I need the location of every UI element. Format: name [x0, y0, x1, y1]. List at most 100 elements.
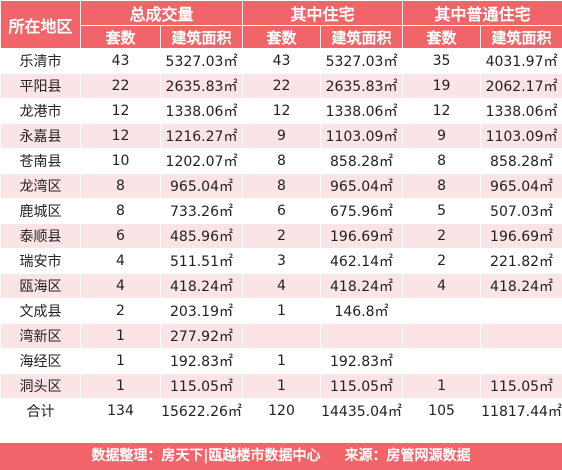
residential-area-cell: 418.24㎡	[320, 273, 404, 299]
total-area-cell: 511.51㎡	[159, 248, 244, 274]
total-units-cell: 134	[80, 398, 161, 423]
ordinary-units-cell: 105	[402, 398, 482, 423]
residential-area-cell	[320, 323, 404, 349]
table-row: 永嘉县 12 1216.27㎡ 9 1103.09㎡ 9 1103.09㎡	[0, 123, 562, 149]
table-row: 乐清市 43 5327.03㎡ 43 5327.03㎡ 35 4031.97㎡	[0, 48, 562, 74]
region-header: 所在地区	[0, 0, 81, 49]
region-cell: 乐清市	[0, 48, 81, 74]
ordinary-area-cell	[480, 323, 562, 349]
ordinary-area-cell: 507.03㎡	[480, 198, 562, 224]
residential-area-cell: 192.83㎡	[320, 348, 404, 374]
table-row: 龙港市 12 1338.06㎡ 12 1338.06㎡ 12 1338.06㎡	[0, 98, 562, 124]
table-row: 海经区 1 192.83㎡ 1 192.83㎡	[0, 348, 562, 374]
residential-units-cell: 1	[242, 373, 322, 399]
ordinary-units-cell: 1	[402, 373, 482, 399]
total-row: 合计 134 15622.26㎡ 120 14435.04㎡ 105 11817…	[0, 398, 562, 423]
total-units-cell: 6	[80, 223, 161, 249]
total-area-cell: 965.04㎡	[159, 173, 244, 199]
table-row: 龙湾区 8 965.04㎡ 8 965.04㎡ 8 965.04㎡	[0, 173, 562, 199]
total-units-cell: 22	[80, 73, 161, 99]
total-units-cell: 8	[80, 173, 161, 199]
residential-area-cell: 146.8㎡	[320, 298, 404, 324]
residential-units-cell: 2	[242, 223, 322, 249]
group-total-header: 总成交量	[79, 0, 244, 26]
residential-units-cell: 12	[242, 98, 322, 124]
total-units-cell: 12	[80, 123, 161, 149]
ordinary-units-cell: 8	[402, 148, 482, 174]
ordinary-area-cell	[480, 298, 562, 324]
footer-compiler-text: 数据整理：房天下|瓯越楼市数据中心	[91, 448, 321, 464]
total-area-cell: 733.26㎡	[159, 198, 244, 224]
header-sub-row: 套数 建筑面积 套数 建筑面积 套数 建筑面积	[1, 25, 562, 49]
ordinary-area-cell: 115.05㎡	[480, 373, 562, 399]
total-units-cell: 1	[80, 323, 161, 349]
sub-header-units: 套数	[402, 25, 482, 49]
region-cell: 海经区	[0, 348, 81, 374]
table-row: 苍南县 10 1202.07㎡ 8 858.28㎡ 8 858.28㎡	[0, 148, 562, 174]
table-row: 洞头区 1 115.05㎡ 1 115.05㎡ 1 115.05㎡	[0, 373, 562, 399]
ordinary-area-cell: 1338.06㎡	[480, 98, 562, 124]
residential-units-cell: 6	[242, 198, 322, 224]
region-cell: 鹿城区	[0, 198, 81, 224]
total-area-cell: 418.24㎡	[159, 273, 244, 299]
ordinary-area-cell: 965.04㎡	[480, 173, 562, 199]
total-area-cell: 1216.27㎡	[159, 123, 244, 149]
residential-area-cell: 196.69㎡	[320, 223, 404, 249]
ordinary-units-cell: 2	[402, 223, 482, 249]
residential-units-cell: 8	[242, 148, 322, 174]
region-cell: 永嘉县	[0, 123, 81, 149]
ordinary-area-cell	[480, 348, 562, 374]
source-footer: 数据整理：房天下|瓯越楼市数据中心 来源：房管网源数据	[0, 443, 562, 470]
ordinary-units-cell: 4	[402, 273, 482, 299]
residential-units-cell: 1	[242, 298, 322, 324]
residential-units-cell: 8	[242, 173, 322, 199]
region-cell: 泰顺县	[0, 223, 81, 249]
residential-units-cell: 3	[242, 248, 322, 274]
residential-units-cell: 43	[242, 48, 322, 74]
total-units-cell: 10	[80, 148, 161, 174]
residential-area-cell: 1103.09㎡	[320, 123, 404, 149]
footer-source-text: 来源：房管网源数据	[344, 448, 471, 464]
residential-area-cell: 14435.04㎡	[320, 398, 404, 423]
total-units-cell: 4	[80, 248, 161, 274]
residential-units-cell: 4	[242, 273, 322, 299]
residential-area-cell: 675.96㎡	[320, 198, 404, 224]
residential-area-cell: 2635.83㎡	[320, 73, 404, 99]
region-cell: 龙港市	[0, 98, 81, 124]
ordinary-units-cell: 2	[402, 248, 482, 274]
residential-area-cell: 115.05㎡	[320, 373, 404, 399]
residential-units-cell: 1	[242, 348, 322, 374]
ordinary-area-cell: 858.28㎡	[480, 148, 562, 174]
region-cell: 洞头区	[0, 373, 81, 399]
region-cell: 瓯海区	[0, 273, 81, 299]
sub-header-units: 套数	[80, 25, 161, 49]
total-area-cell: 2635.83㎡	[159, 73, 244, 99]
table-row: 文成县 2 203.19㎡ 1 146.8㎡	[0, 298, 562, 324]
table-row: 鹿城区 8 733.26㎡ 6 675.96㎡ 5 507.03㎡	[0, 198, 562, 224]
table-row: 平阳县 22 2635.83㎡ 22 2635.83㎡ 19 2062.17㎡	[0, 73, 562, 99]
total-area-cell: 1338.06㎡	[159, 98, 244, 124]
ordinary-units-cell: 19	[402, 73, 482, 99]
ordinary-units-cell	[402, 348, 482, 374]
ordinary-area-cell: 221.82㎡	[480, 248, 562, 274]
total-units-cell: 1	[80, 373, 161, 399]
total-units-cell: 2	[80, 298, 161, 324]
total-units-cell: 43	[80, 48, 161, 74]
residential-units-cell: 22	[242, 73, 322, 99]
ordinary-units-cell	[402, 298, 482, 324]
residential-units-cell	[242, 323, 322, 349]
ordinary-units-cell: 12	[402, 98, 482, 124]
group-ordinary-residential-header: 其中普通住宅	[402, 0, 562, 26]
total-units-cell: 12	[80, 98, 161, 124]
sub-header-area: 建筑面积	[159, 25, 244, 49]
residential-area-cell: 5327.03㎡	[320, 48, 404, 74]
total-area-cell: 5327.03㎡	[159, 48, 244, 74]
group-residential-header: 其中住宅	[242, 0, 404, 26]
sub-header-area: 建筑面积	[320, 25, 404, 49]
table-row: 瑞安市 4 511.51㎡ 3 462.14㎡ 2 221.82㎡	[0, 248, 562, 274]
total-units-cell: 4	[80, 273, 161, 299]
total-units-cell: 1	[80, 348, 161, 374]
sub-header-units: 套数	[242, 25, 322, 49]
ordinary-units-cell: 35	[402, 48, 482, 74]
